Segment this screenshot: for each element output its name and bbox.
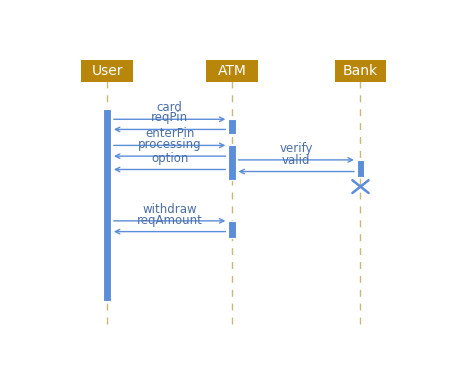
Bar bbox=[228, 221, 236, 238]
Text: reqAmount: reqAmount bbox=[137, 214, 202, 227]
Text: enterPin: enterPin bbox=[145, 127, 194, 141]
Text: Bank: Bank bbox=[343, 64, 378, 78]
Text: valid: valid bbox=[282, 153, 310, 167]
Bar bbox=[103, 109, 111, 301]
Text: card: card bbox=[157, 101, 182, 114]
Bar bbox=[228, 146, 236, 180]
Text: ATM: ATM bbox=[218, 64, 246, 78]
Text: reqPin: reqPin bbox=[151, 112, 188, 124]
Bar bbox=[228, 119, 236, 134]
Bar bbox=[335, 60, 386, 82]
Text: withdraw: withdraw bbox=[142, 203, 197, 216]
Bar bbox=[357, 160, 364, 177]
Bar bbox=[82, 60, 133, 82]
Text: User: User bbox=[91, 64, 123, 78]
Text: processing: processing bbox=[138, 138, 201, 151]
Text: option: option bbox=[151, 152, 188, 164]
Bar bbox=[206, 60, 258, 82]
Text: verify: verify bbox=[280, 142, 313, 155]
